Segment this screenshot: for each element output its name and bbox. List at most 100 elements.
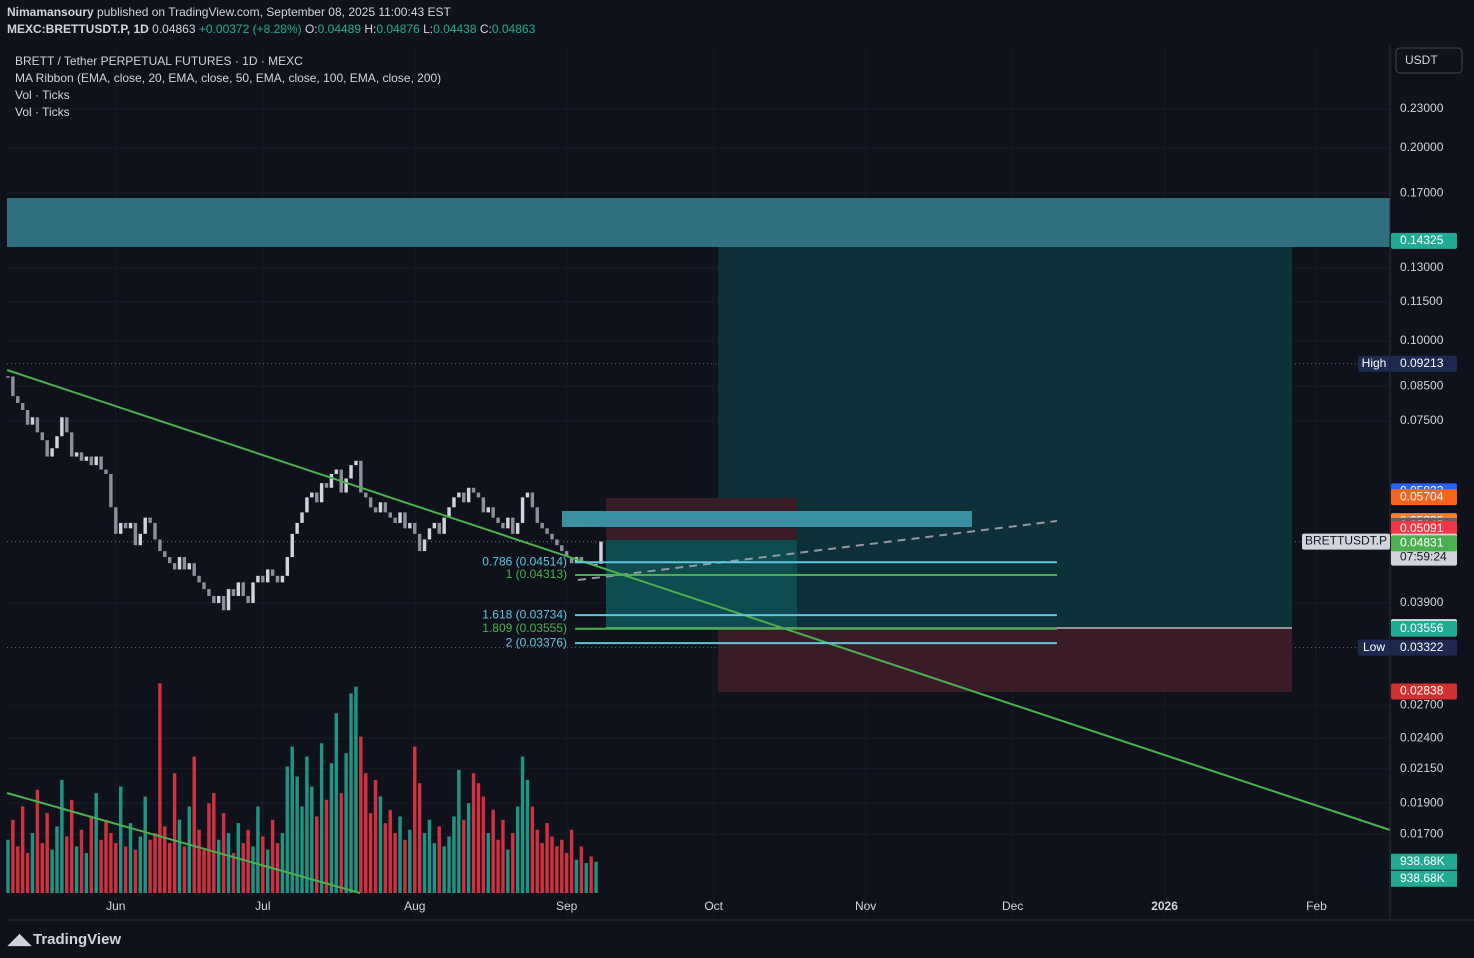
volume-bar (212, 793, 216, 893)
volume-bar (25, 853, 30, 893)
fibonacci: 0.786 (0.04514)1 (0.04313) 1.618 (0.03734… (482, 554, 1057, 649)
candle (182, 557, 187, 570)
volume-bar (295, 776, 299, 893)
price-label: 0.03322 (1400, 640, 1444, 654)
volume-label: 938.68K (1400, 871, 1445, 885)
candle (310, 492, 314, 498)
x-tick-label: Sep (556, 899, 578, 913)
price-label-bg (1391, 489, 1457, 506)
candle (25, 410, 30, 425)
volume-bar (457, 769, 461, 893)
currency-button[interactable] (1395, 47, 1463, 74)
volume-bar (187, 806, 192, 893)
price-label: 0.03556 (1400, 621, 1444, 635)
candle (564, 551, 569, 558)
volume-bar (207, 803, 211, 893)
x-tick-label: Jul (255, 899, 270, 913)
volume-bar (393, 833, 397, 893)
volume-bar (329, 763, 334, 893)
volume-bar (270, 819, 275, 893)
volume-bar (241, 843, 245, 893)
candle (560, 545, 564, 552)
fib-label: 1.809 (0.03555) (482, 621, 567, 635)
candle (515, 522, 520, 534)
candle (545, 528, 549, 534)
candle (393, 517, 397, 523)
volume-bar (251, 846, 255, 893)
volume-bar (50, 849, 54, 893)
legend-item: MA Ribbon (EMA, close, 20, EMA, close, 5… (15, 71, 442, 85)
price-name-bg (1358, 355, 1390, 372)
candle (55, 436, 59, 449)
countdown: 07:59:24 (1400, 550, 1447, 564)
candle (65, 417, 69, 433)
volume-bar (339, 793, 343, 893)
volume-bar (364, 773, 368, 893)
candle (74, 452, 79, 457)
legend: BRETT / Tether PERPETUAL FUTURES · 1D · … (15, 53, 441, 121)
logo-mark: ◢◣ (7, 931, 33, 948)
volume-bar (16, 846, 20, 893)
price-label-bg (1391, 683, 1457, 700)
volume-bar (525, 779, 530, 893)
price-label: 0.09213 (1400, 356, 1444, 370)
y-tick-label: 0.07500 (1400, 413, 1444, 427)
candle (128, 522, 133, 529)
price-label-bg (1391, 535, 1457, 552)
candle (413, 522, 417, 534)
price-label-bg (1391, 355, 1457, 372)
candle (496, 517, 500, 523)
volume-bar (564, 853, 569, 893)
volume-bar (496, 839, 500, 893)
price-label: 0.05704 (1400, 489, 1444, 503)
change: +0.00372 (+8.28%) (198, 22, 302, 36)
target-zone (606, 540, 797, 628)
volume-bar (177, 819, 182, 893)
y-tick-label: 0.02400 (1400, 730, 1444, 744)
candle (40, 432, 45, 441)
candle (221, 595, 226, 611)
candle (315, 492, 319, 503)
volume-bar (413, 746, 417, 893)
y-tick-label: 0.23000 (1400, 101, 1444, 115)
candle (550, 533, 554, 540)
volume-label: 938.68K (1400, 854, 1445, 868)
volume-bar (388, 809, 392, 893)
candle (295, 522, 299, 534)
candle (462, 492, 466, 503)
candle (20, 403, 25, 411)
volume-bar (506, 849, 510, 893)
low: 0.04438 (433, 22, 477, 36)
volume-bar (89, 816, 94, 893)
volume-bar (535, 829, 539, 893)
volume-bar (143, 796, 147, 893)
volume-bar (167, 843, 172, 893)
volume-bar (589, 856, 593, 893)
candle (452, 497, 456, 508)
price-label: 0.04831 (1400, 536, 1444, 550)
volume-bar (447, 836, 451, 893)
volume-bar (471, 773, 476, 893)
candle (280, 575, 285, 583)
candle (172, 563, 177, 570)
candle (447, 507, 451, 518)
candle (368, 497, 373, 508)
candle (569, 557, 574, 564)
volume-bar (432, 843, 437, 893)
volume-bar (319, 743, 324, 893)
volume-bar (163, 826, 167, 893)
price-label: 0.05091 (1400, 521, 1444, 535)
candle (486, 507, 490, 513)
candle (177, 557, 182, 570)
volume-bar (40, 843, 45, 893)
candle (231, 589, 236, 596)
price-label-bg (1391, 639, 1457, 656)
ohlc-line: MEXC:BRETTUSDT.P, 1D 0.04863 +0.00372 (+… (7, 22, 535, 36)
high: 0.04876 (376, 22, 420, 36)
candle (383, 502, 388, 513)
candle (417, 533, 422, 552)
candle (143, 517, 147, 534)
candle (187, 563, 192, 570)
candle (109, 473, 113, 508)
